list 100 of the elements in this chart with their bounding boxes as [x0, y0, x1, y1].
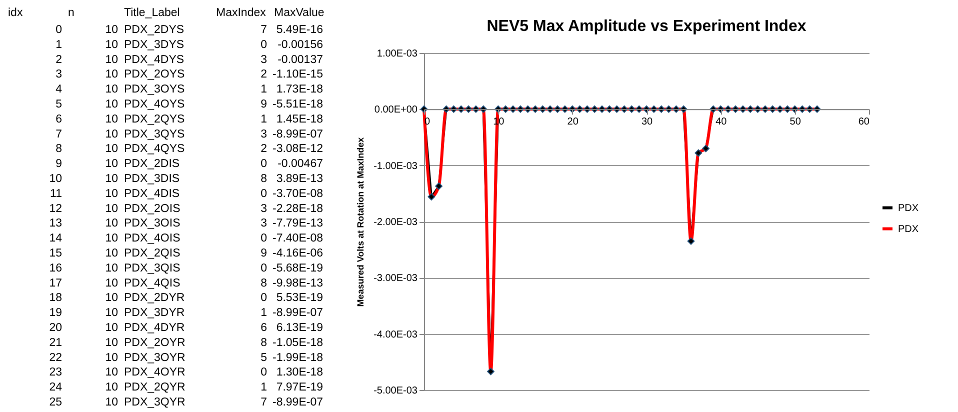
text: 3: [260, 54, 267, 66]
text: 6.13E-19: [276, 322, 323, 334]
text: PDX_2QIS: [124, 248, 180, 260]
text: 5.49E-16: [276, 24, 323, 36]
text: -7.40E-08: [272, 232, 323, 245]
text: PDX_3OIS: [124, 218, 180, 230]
text: PDX_2DYS: [124, 24, 184, 36]
text: 10: [105, 68, 118, 81]
text: 13: [49, 218, 62, 230]
text: -0.00467: [278, 158, 323, 170]
text: 7: [260, 396, 267, 408]
text: 3: [56, 68, 62, 81]
text: 10: [105, 128, 118, 140]
text: PDX_3OYS: [124, 84, 185, 96]
text: 0: [260, 292, 267, 304]
text: 10: [49, 173, 62, 185]
text: 1: [260, 113, 267, 126]
text: 10: [105, 396, 118, 408]
text: 10: [105, 188, 118, 200]
text: -4.16E-06: [272, 248, 323, 260]
text: 10: [105, 352, 118, 364]
text: 10: [105, 84, 118, 96]
text: -9.98E-13: [272, 277, 323, 290]
text: PDX_3OYR: [124, 352, 186, 364]
y-tick-label: -5.00E-03: [374, 386, 418, 396]
text: 9: [56, 158, 62, 170]
text: 11: [50, 188, 62, 200]
text: 9: [260, 248, 267, 260]
legend-label: PDX: [898, 202, 919, 214]
text: 1: [56, 38, 62, 51]
text: 3: [260, 128, 267, 140]
text: 10: [105, 143, 118, 156]
text: 10: [105, 158, 118, 170]
text: PDX_4DYS: [124, 54, 184, 66]
text: 21: [49, 336, 62, 349]
text: 10: [105, 307, 118, 320]
text: -1.99E-18: [272, 352, 323, 364]
text: PDX_4OYR: [124, 366, 186, 379]
text: 10: [105, 54, 118, 66]
x-tick-label: 20: [567, 116, 579, 128]
text: 10: [105, 218, 118, 230]
text: PDX_4DYR: [124, 322, 185, 334]
point: [435, 182, 442, 190]
text: PDX_3DYR: [124, 307, 185, 320]
text: 17: [49, 277, 62, 290]
text: 10: [105, 38, 118, 51]
category-label: MaxIndex: [216, 7, 266, 19]
text: 3: [260, 202, 267, 215]
text: 7: [260, 24, 267, 36]
text: PDX_3QIS: [124, 262, 180, 274]
text: PDX_2QYR: [124, 382, 186, 394]
text: 4: [56, 84, 62, 96]
text: 10: [105, 98, 118, 110]
text: PDX_3QYS: [124, 128, 185, 140]
text: PDX_3QYR: [124, 396, 186, 408]
text: 3.89E-13: [276, 173, 323, 185]
text: 10: [105, 366, 118, 379]
text: 10: [105, 232, 118, 245]
text: PDX_2OYS: [124, 68, 185, 81]
text: 10: [105, 248, 118, 260]
text: 16: [49, 262, 62, 274]
text: 0: [56, 24, 62, 36]
text: 1.45E-18: [276, 113, 323, 126]
text: 10: [105, 336, 118, 349]
text: 5: [260, 352, 267, 364]
y-tick-label: -4.00E-03: [374, 329, 418, 340]
x-tick-label: 30: [641, 116, 653, 128]
text: 0: [260, 188, 267, 200]
text: -8.99E-07: [272, 128, 323, 140]
text: 20: [49, 322, 62, 334]
text: 2: [56, 54, 62, 66]
text: -7.79E-13: [272, 218, 323, 230]
category-label: idx: [8, 7, 23, 19]
text: 10: [105, 322, 118, 334]
text: -8.99E-07: [272, 396, 323, 408]
text: 0: [260, 366, 267, 379]
text: 1: [260, 307, 267, 320]
text: -3.70E-08: [272, 188, 323, 200]
text: 0: [260, 262, 267, 274]
text: PDX_2OIS: [124, 202, 180, 215]
text: 1: [260, 382, 267, 394]
text: 0: [260, 38, 267, 51]
text: 1.73E-18: [276, 84, 323, 96]
category-label: Title_Label: [124, 7, 180, 19]
point: [694, 149, 702, 157]
point: [487, 368, 494, 376]
text: 2: [260, 68, 267, 81]
text: PDX_2OYR: [124, 336, 186, 349]
text: PDX_2DYR: [124, 292, 185, 304]
text: -8.99E-07: [272, 307, 323, 320]
text: 1.30E-18: [276, 366, 323, 379]
y-tick-label: 0.00E+00: [374, 104, 418, 116]
text: 14: [49, 232, 62, 245]
text: 8: [260, 173, 267, 185]
y-tick-label: -2.00E-03: [374, 217, 418, 228]
text: PDX_4QYS: [124, 143, 185, 156]
text: 7.97E-19: [276, 382, 323, 394]
text: PDX_3DYS: [124, 38, 184, 51]
category-label: MaxValue: [274, 7, 324, 19]
text: 15: [49, 248, 62, 260]
